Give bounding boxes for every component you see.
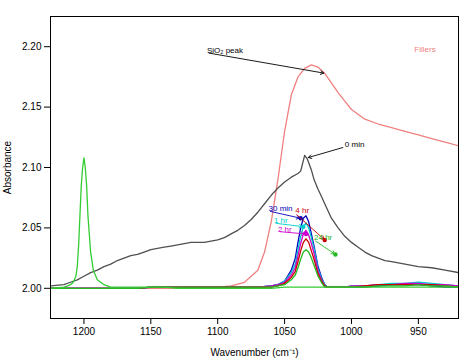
svg-text:24 hr: 24 hr [314,233,333,242]
svg-text:2 hr: 2 hr [278,225,292,234]
svg-text:950: 950 [410,326,427,337]
svg-text:1050: 1050 [273,326,296,337]
svg-text:1000: 1000 [340,326,363,337]
svg-text:4 hr: 4 hr [295,206,309,215]
svg-text:1200: 1200 [73,326,96,337]
svg-text:2.05: 2.05 [22,222,42,233]
svg-text:1150: 1150 [140,326,162,337]
svg-text:2.15: 2.15 [22,101,42,112]
svg-text:Wavenumber (cm⁻¹): Wavenumber (cm⁻¹) [210,347,298,358]
svg-text:SiO₂ peak: SiO₂ peak [207,46,244,55]
svg-text:2.20: 2.20 [22,41,42,52]
svg-text:30 min: 30 min [269,204,293,213]
svg-text:0 min: 0 min [345,140,365,149]
svg-text:Fillers: Fillers [414,45,435,54]
svg-text:2.00: 2.00 [22,283,42,294]
svg-text:2.10: 2.10 [22,162,42,173]
svg-text:Absorbance: Absorbance [2,140,13,194]
svg-text:1 hr: 1 hr [273,216,288,226]
svg-text:1100: 1100 [207,326,229,337]
